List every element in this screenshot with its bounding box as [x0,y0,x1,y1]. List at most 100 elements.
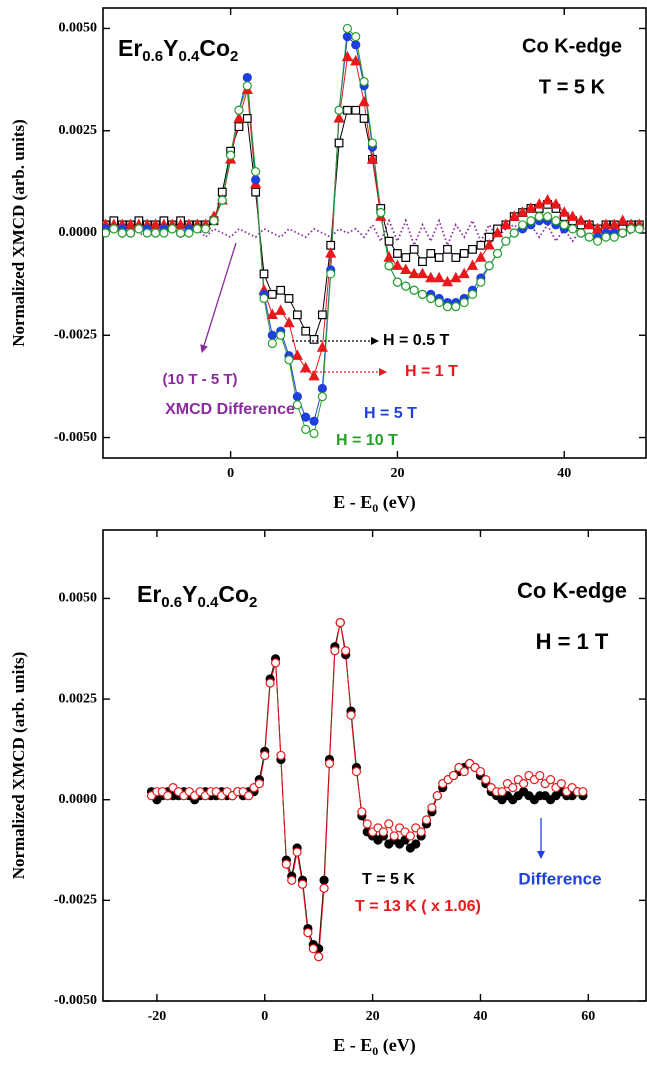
marker [192,224,202,234]
marker [517,220,528,230]
y-tick-label: 0.0050 [59,591,98,606]
marker [593,236,603,246]
marker [601,232,611,242]
marker [284,355,294,365]
marker [325,247,337,258]
marker [351,766,362,777]
marker [267,338,277,349]
marker [417,289,428,299]
title-part: 0.6 [142,48,163,65]
marker [125,228,136,238]
marker [292,392,302,402]
y-tick-label: -0.0025 [54,893,97,908]
marker [330,646,340,656]
marker [533,198,545,209]
marker [276,285,286,295]
marker [109,224,119,234]
series-label: T = 13 K ( x 1.06) [355,898,481,915]
marker [518,779,529,789]
x-tick-label: 0 [227,466,234,481]
marker [359,77,369,87]
marker [508,210,520,221]
marker [542,212,553,222]
series-label: XMCD Difference [165,401,295,418]
marker [541,194,554,205]
marker [466,259,479,270]
marker [342,23,352,34]
marker [254,779,264,789]
marker [175,228,186,238]
marker [475,766,486,777]
marker [308,369,320,381]
y-tick-label: 0.0025 [59,123,98,138]
annotation: Difference [518,869,601,888]
marker [484,261,494,271]
x-tick-label: 20 [390,466,404,481]
marker [233,112,245,123]
marker [351,105,361,115]
marker [501,236,511,246]
marker [259,269,269,279]
marker [401,253,411,262]
marker [392,277,403,287]
marker [450,271,462,283]
marker [259,293,269,304]
marker [200,224,211,234]
marker [134,224,144,234]
marker [359,114,369,123]
marker [267,289,277,299]
marker [334,105,344,115]
marker [326,269,336,279]
marker [448,770,459,781]
marker [309,428,319,439]
title-part: 0.4 [198,594,220,611]
chart-title: Er0.6Y0.4Co2 [137,581,257,611]
marker [391,259,404,270]
marker [451,253,461,262]
annotation: Co K-edge [517,578,627,603]
marker [476,240,486,250]
marker [301,326,311,336]
marker [559,220,569,230]
marker [411,839,421,849]
marker [291,349,303,360]
marker [284,294,294,303]
marker [335,617,345,628]
marker [451,302,461,312]
marker [334,138,344,148]
marker [626,224,636,234]
marker [242,81,252,91]
plot-frame [102,529,647,1002]
marker [342,105,352,115]
marker [481,774,491,785]
marker [333,112,345,123]
y-axis-label: Normalized XMCD (arb. units) [9,119,28,347]
marker [103,228,111,238]
annotation: (10 T - 5 T) [162,371,237,388]
marker [358,95,370,107]
marker [142,228,152,238]
marker [292,847,302,857]
marker [351,32,361,42]
marker [266,308,278,320]
marker [217,195,227,205]
title-part: Co [218,581,249,607]
marker [367,138,378,148]
marker [443,244,452,254]
marker [316,341,328,352]
marker [341,50,353,62]
marker [432,791,442,801]
title-part: 0.4 [179,48,201,65]
marker [500,218,512,230]
plot-area [103,23,645,439]
marker [556,779,566,789]
x-tick-label: 0 [261,1009,268,1024]
marker [350,54,362,66]
marker [634,224,644,234]
marker [283,316,295,328]
marker [575,214,587,225]
title-part: Y [182,581,197,607]
marker [551,216,561,226]
marker [609,232,619,242]
